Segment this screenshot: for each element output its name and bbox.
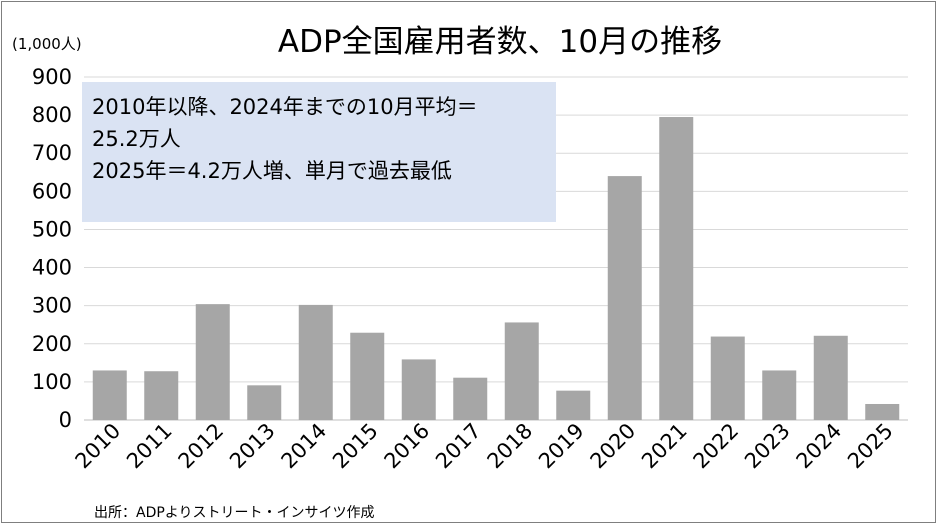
bar-2014 xyxy=(298,304,333,420)
y-tick-label: 0 xyxy=(59,408,72,432)
y-tick-label: 400 xyxy=(32,256,72,280)
y-tick-label: 700 xyxy=(32,141,72,165)
x-tick-label: 2013 xyxy=(225,419,280,474)
bar-2012 xyxy=(195,304,230,420)
x-tick-label: 2022 xyxy=(689,419,744,474)
y-tick-label: 600 xyxy=(32,179,72,203)
x-tick-label: 2024 xyxy=(792,419,847,474)
y-tick-label: 100 xyxy=(32,370,72,394)
bar-2011 xyxy=(144,371,179,420)
x-tick-label: 2023 xyxy=(740,419,795,474)
x-axis-ticks: 2010201120122013201420152016201720182019… xyxy=(71,419,898,474)
x-tick-label: 2011 xyxy=(122,419,177,474)
bar-2022 xyxy=(710,336,745,420)
y-tick-label: 200 xyxy=(32,332,72,356)
bar-2020 xyxy=(607,176,642,420)
source-note: 出所：ADPよりストリート・インサイツ作成 xyxy=(94,505,375,521)
x-tick-label: 2010 xyxy=(71,419,126,474)
x-tick-label: 2015 xyxy=(328,419,383,474)
x-tick-label: 2012 xyxy=(174,419,229,474)
x-tick-label: 2018 xyxy=(483,419,538,474)
y-tick-label: 900 xyxy=(32,65,72,89)
x-tick-label: 2020 xyxy=(586,419,641,474)
bar-2015 xyxy=(350,332,385,420)
bar-2018 xyxy=(504,322,539,420)
y-axis-ticks: 0 100 200 300 400 500 600 700 800 900 xyxy=(32,65,72,432)
bars xyxy=(92,117,900,421)
bar-2025 xyxy=(865,403,900,420)
annotation-line-2: 25.2万人 xyxy=(92,127,181,151)
bar-2010 xyxy=(92,370,127,420)
bar-2013 xyxy=(247,385,282,420)
x-tick-label: 2014 xyxy=(277,419,332,474)
x-tick-label: 2016 xyxy=(380,419,435,474)
y-axis-unit-label: (1,000人) xyxy=(12,35,82,53)
bar-2017 xyxy=(453,377,488,420)
bar-2024 xyxy=(813,335,848,420)
bar-2023 xyxy=(762,370,797,420)
bar-2016 xyxy=(401,359,436,420)
annotation-box: 2010年以降、2024年までの10月平均＝ 25.2万人 2025年＝4.2万… xyxy=(82,82,556,222)
bar-2021 xyxy=(659,117,694,421)
y-tick-label: 500 xyxy=(32,217,72,241)
annotation-line-1: 2010年以降、2024年までの10月平均＝ xyxy=(92,95,478,119)
y-tick-label: 300 xyxy=(32,294,72,318)
x-tick-label: 2021 xyxy=(637,419,692,474)
x-tick-label: 2019 xyxy=(534,419,589,474)
annotation-line-3: 2025年＝4.2万人増、単月で過去最低 xyxy=(92,159,452,183)
bar-2019 xyxy=(556,390,591,420)
y-tick-label: 800 xyxy=(32,103,72,127)
x-tick-label: 2025 xyxy=(843,419,898,474)
x-tick-label: 2017 xyxy=(431,419,486,474)
chart-title: ADP全国雇用者数、10月の推移 xyxy=(277,24,723,60)
